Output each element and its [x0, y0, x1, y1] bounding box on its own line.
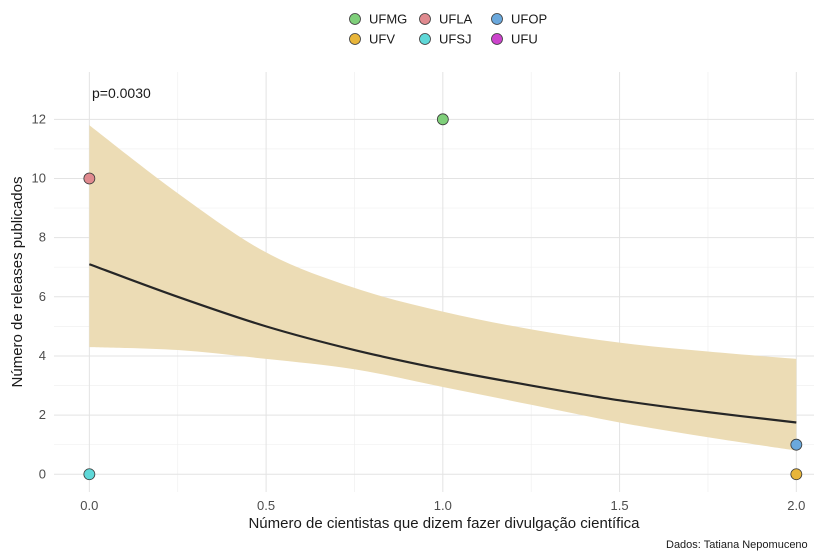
- y-tick-label: 12: [32, 111, 46, 126]
- data-points: [83, 113, 803, 481]
- y-tick-labels: 0 2 4 6 8 10 12: [32, 111, 46, 481]
- y-tick-label: 8: [39, 230, 46, 245]
- x-tick-label: 0.0: [80, 498, 98, 513]
- x-tick-labels: 0.0 0.5 1.0 1.5 2.0: [80, 498, 805, 513]
- x-tick-label: 0.5: [257, 498, 275, 513]
- y-tick-label: 4: [39, 348, 46, 363]
- x-tick-label: 2.0: [787, 498, 805, 513]
- legend-key-ufla: [419, 13, 431, 25]
- data-point-ufmg: [436, 113, 449, 126]
- legend-key-ufop: [491, 13, 503, 25]
- legend-key-ufsj: [419, 33, 431, 45]
- legend-key-ufu: [491, 33, 503, 45]
- x-tick-label: 1.5: [611, 498, 629, 513]
- fit-line: [88, 263, 797, 424]
- x-tick-label: 1.0: [434, 498, 452, 513]
- y-tick-label: 6: [39, 289, 46, 304]
- confidence-band: [89, 125, 797, 451]
- legend-label-ufla: UFLA: [439, 12, 473, 27]
- legend-key-ufmg: [349, 13, 361, 25]
- y-tick-label: 0: [39, 466, 46, 481]
- x-axis-title: Número de cientistas que dizem fazer div…: [248, 515, 640, 532]
- legend-label-ufsj: UFSJ: [439, 32, 472, 47]
- y-axis-title: Número de releases publicados: [9, 177, 26, 388]
- y-tick-label: 2: [39, 407, 46, 422]
- data-point-ufv: [790, 468, 803, 481]
- legend-label-ufu: UFU: [511, 32, 538, 47]
- caption: Dados: Tatiana Nepomuceno: [666, 539, 808, 551]
- legend-label-ufop: UFOP: [511, 12, 547, 27]
- data-point-ufla: [83, 172, 96, 185]
- y-tick-label: 10: [32, 170, 46, 185]
- legend: UFMG UFLA UFOP UFV UFSJ UFU: [349, 12, 547, 47]
- data-point-ufsj: [83, 468, 96, 481]
- data-point-ufop: [790, 438, 803, 451]
- legend-label-ufmg: UFMG: [369, 12, 407, 27]
- legend-key-ufv: [349, 33, 361, 45]
- p-value-annotation: p=0.0030: [92, 85, 151, 101]
- legend-label-ufv: UFV: [369, 32, 395, 47]
